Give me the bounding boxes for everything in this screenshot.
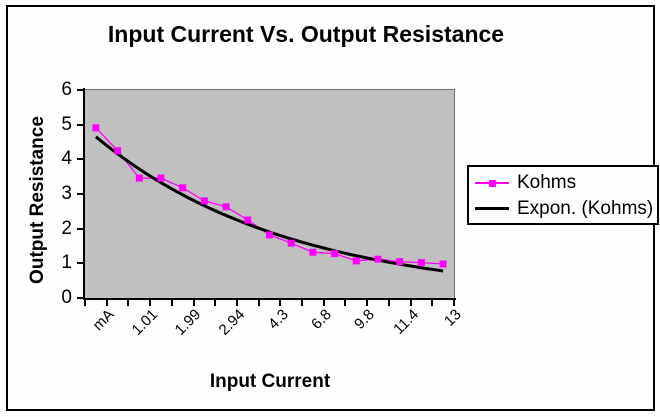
y-tick-label: 4 (61, 148, 72, 170)
kohms-series-line (95, 127, 444, 265)
x-axis-line (83, 298, 456, 300)
kohms-data-marker (179, 184, 187, 192)
x-tick-mark (149, 300, 152, 306)
legend-label-trendline: Expon. (Kohms) (517, 198, 654, 219)
kohms-data-marker (266, 231, 273, 239)
x-tick-mark (409, 300, 412, 306)
x-tick-mark (192, 300, 195, 306)
y-tick-mark (77, 227, 83, 230)
y-axis-line (83, 88, 85, 300)
y-tick-mark (77, 193, 83, 195)
x-tick-mark (453, 300, 455, 306)
y-tick-label: 1 (61, 252, 72, 274)
x-tick-mark (387, 300, 390, 306)
y-tick-mark (77, 158, 83, 161)
kohms-data-marker (114, 147, 122, 155)
kohms-data-marker (92, 124, 100, 132)
legend-item-kohms: Kohms (475, 170, 657, 196)
legend-label-kohms: Kohms (517, 172, 577, 193)
plot-border-right (454, 89, 455, 299)
y-tick-mark (77, 89, 83, 91)
kohms-line-sample-icon (475, 178, 509, 188)
kohms-data-marker (309, 248, 317, 256)
kohms-data-marker (244, 216, 252, 224)
y-tick-mark (77, 297, 83, 299)
exponential-trendline (94, 135, 444, 273)
y-tick-label: 5 (61, 113, 72, 135)
kohms-data-marker (374, 255, 382, 263)
kohms-data-marker (331, 250, 339, 258)
plot-border-top (85, 89, 455, 90)
trendline-sample-icon (475, 204, 509, 214)
x-tick-mark (105, 300, 108, 306)
kohms-data-marker (417, 259, 425, 267)
x-tick-mark (127, 300, 130, 306)
kohms-data-marker (287, 239, 295, 247)
kohms-data-marker (222, 203, 230, 211)
x-tick-mark (344, 300, 347, 306)
kohms-data-marker (396, 258, 404, 266)
x-axis-title: Input Current (209, 371, 331, 392)
data-series-plot (92, 124, 447, 273)
x-tick-mark (431, 300, 434, 306)
kohms-data-marker (135, 174, 143, 182)
x-tick-mark (366, 300, 369, 306)
x-tick-mark (84, 300, 86, 306)
x-tick-mark (170, 300, 173, 306)
kohms-data-marker (352, 257, 360, 265)
x-tick-mark (257, 300, 260, 306)
x-tick-mark (214, 300, 217, 306)
kohms-data-marker (200, 197, 208, 205)
legend-item-trendline: Expon. (Kohms) (475, 196, 657, 222)
y-tick-label: 0 (61, 287, 72, 308)
legend: Kohms Expon. (Kohms) (467, 165, 659, 225)
kohms-data-marker (157, 174, 165, 182)
y-tick-label: 6 (61, 79, 72, 100)
x-tick-mark (235, 300, 238, 306)
y-tick-label: 3 (61, 183, 72, 204)
y-tick-mark (77, 262, 83, 265)
y-tick-label: 2 (61, 217, 72, 239)
x-tick-mark (279, 300, 282, 306)
kohms-data-marker (439, 260, 447, 268)
y-tick-mark (77, 123, 83, 126)
x-tick-mark (322, 300, 325, 306)
chart-title: Input Current Vs. Output Resistance (107, 21, 505, 47)
x-tick-mark (301, 300, 304, 306)
